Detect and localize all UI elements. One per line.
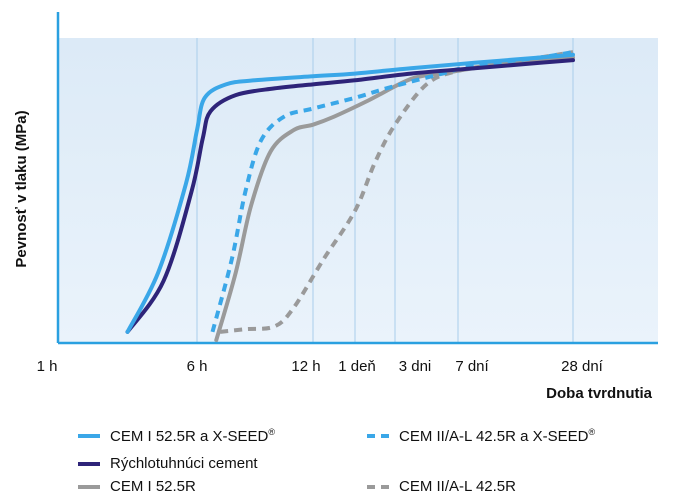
series-cem1-xseed [125, 52, 575, 334]
legend-item-cem2-xseed: CEM II/A-L 42.5R a X-SEED® [367, 427, 595, 445]
legend-label: CEM I 52.5R a X-SEED® [110, 427, 276, 445]
x-tick-label: 6 h [187, 358, 208, 375]
x-tick-label: 7 dní [455, 358, 489, 375]
legend-swatch [78, 484, 100, 489]
legend-item-cem1: CEM I 52.5R [78, 478, 196, 495]
x-tick-label: 12 h [291, 358, 320, 375]
series-lines [125, 50, 575, 342]
grid-lines [196, 38, 574, 343]
legend-swatch [367, 434, 389, 438]
legend-item-rapid-cement: Rýchlotuhnúci cement [78, 455, 258, 472]
legend-label: CEM II/A-L 42.5R a X-SEED® [399, 427, 596, 445]
x-tick-label: 28 dní [561, 358, 604, 375]
x-tick-labels: 1 h 6 h 12 h 1 deň 3 dni 7 dní 28 dní [37, 358, 604, 375]
x-tick-label: 3 dni [399, 358, 432, 375]
legend-label: CEM I 52.5R [110, 478, 196, 495]
series-cem2-xseed [210, 50, 574, 333]
y-axis-label: Pevnosť v tlaku (MPa) [13, 110, 30, 267]
legend-swatch [78, 461, 100, 466]
legend-item-cem1-xseed: CEM I 52.5R a X-SEED® [78, 427, 275, 445]
legend-label: Rýchlotuhnúci cement [110, 455, 258, 472]
series-rapid-cement [125, 58, 575, 334]
x-axis-label: Doba tvrdnutia [546, 385, 652, 402]
legend-label: CEM II/A-L 42.5R [399, 478, 516, 495]
legend-item-cem2: CEM II/A-L 42.5R [367, 478, 516, 495]
x-tick-label: 1 deň [338, 358, 376, 375]
x-tick-label: 1 h [37, 358, 58, 375]
legend-swatch [367, 484, 389, 489]
legend-swatch [78, 434, 100, 438]
